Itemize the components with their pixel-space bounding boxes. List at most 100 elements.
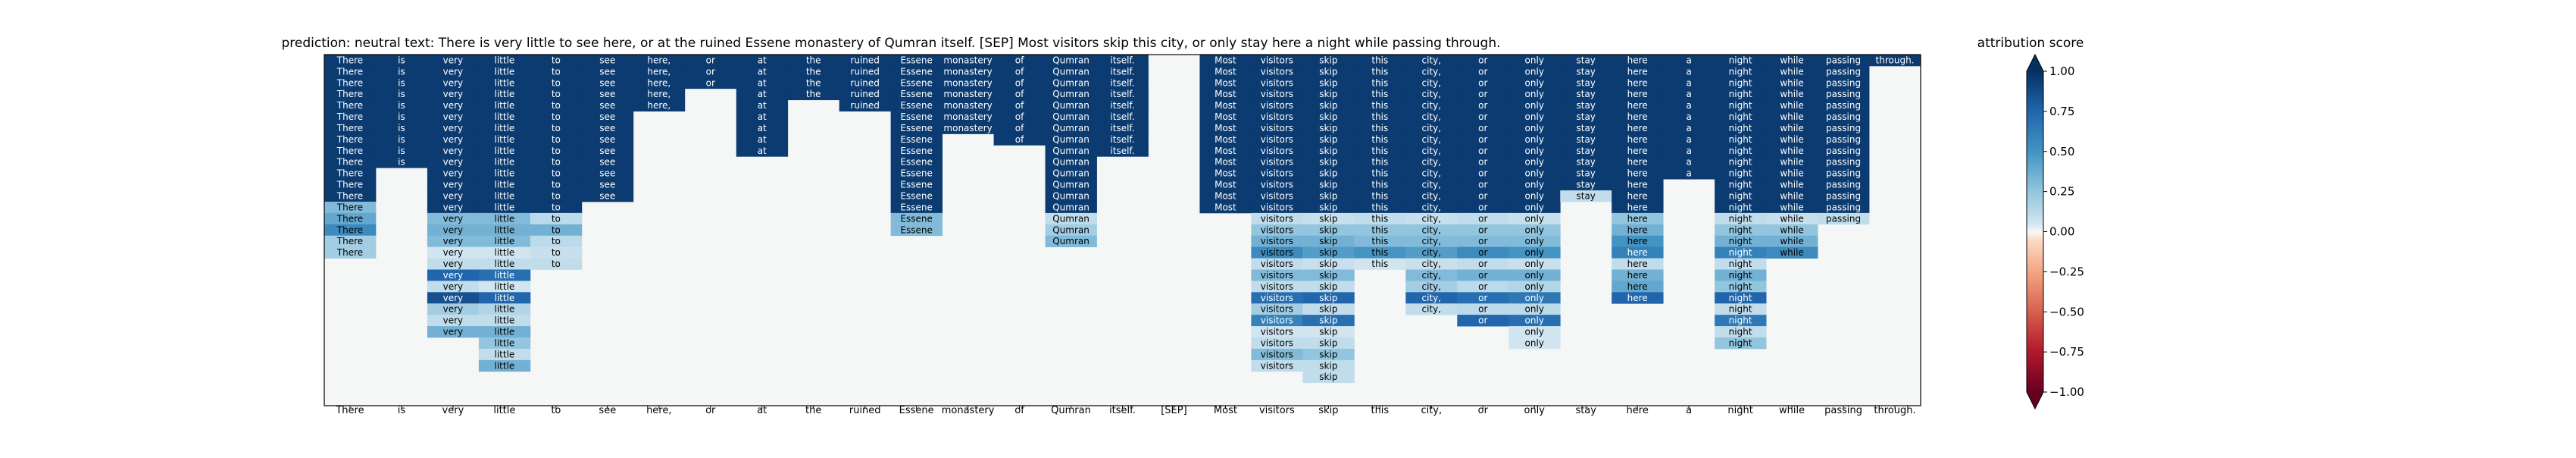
cell-token-label: or — [1478, 270, 1487, 281]
cell-token-label: very — [443, 281, 464, 292]
heatmap-cell — [375, 133, 428, 146]
heatmap-cell — [1096, 65, 1149, 78]
cell-token-label: only — [1525, 146, 1544, 156]
cell-token-label: to — [552, 247, 561, 258]
heatmap-cell — [1560, 190, 1612, 202]
cell-token-label: very — [443, 77, 464, 88]
heatmap-cell — [427, 303, 480, 315]
cell-token-label: very — [443, 213, 464, 224]
cell-token-label: little — [494, 123, 514, 133]
cell-token-label: a — [1686, 134, 1691, 145]
cell-token-label: little — [494, 236, 514, 246]
cell-token-label: while — [1780, 224, 1803, 235]
cell-token-label: here — [1627, 180, 1648, 190]
heatmap-cell — [1612, 246, 1664, 259]
cell-token-label: visitors — [1261, 281, 1293, 292]
cell-token-label: to — [552, 213, 561, 224]
cell-token-label: Most — [1215, 100, 1236, 111]
heatmap-cell — [890, 77, 943, 89]
heatmap-cell — [942, 65, 994, 78]
cell-token-label: is — [398, 55, 405, 65]
heatmap-cell — [1045, 77, 1097, 89]
cell-token-label: city, — [1422, 259, 1442, 269]
cell-token-label: is — [398, 77, 405, 88]
cell-token-label: here, — [647, 66, 671, 77]
cell-token-label: of — [1015, 123, 1024, 133]
cell-token-label: visitors — [1261, 349, 1293, 359]
heatmap-cell — [1405, 303, 1458, 315]
cell-token-label: There — [336, 202, 363, 212]
cell-token-label: stay — [1576, 134, 1595, 145]
heatmap-cell — [581, 111, 634, 123]
cell-token-label: passing — [1826, 168, 1861, 179]
heatmap-cell — [530, 77, 583, 89]
heatmap-cell — [1663, 111, 1715, 123]
cell-token-label: at — [758, 89, 767, 99]
heatmap-cell — [324, 190, 377, 202]
cell-token-label: little — [494, 180, 514, 190]
cell-token-label: visitors — [1261, 202, 1293, 212]
heatmap-cell — [324, 224, 377, 237]
heatmap-cell — [427, 156, 480, 168]
cell-token-label: Qumran — [1052, 191, 1089, 202]
cell-token-label: little — [494, 202, 514, 212]
cell-token-label: only — [1525, 224, 1544, 235]
heatmap-cell — [839, 55, 892, 67]
colorbar-tick-label: 0.50 — [2049, 145, 2074, 158]
heatmap-cell — [1457, 224, 1509, 237]
heatmap-cell — [1302, 212, 1355, 225]
heatmap-cell — [1096, 77, 1149, 89]
cell-token-label: a — [1686, 100, 1691, 111]
cell-token-label: or — [1478, 191, 1487, 202]
cell-token-label: Qumran — [1052, 89, 1089, 99]
cell-token-label: Essene — [900, 146, 932, 156]
cell-token-label: little — [494, 134, 514, 145]
cell-token-label: very — [443, 259, 464, 269]
cell-token-label: or — [706, 55, 715, 65]
cell-token-label: visitors — [1261, 293, 1293, 303]
heatmap-cell — [478, 133, 531, 146]
cell-token-label: here — [1627, 191, 1648, 202]
cell-token-label: or — [1478, 213, 1487, 224]
heatmap-cell — [530, 88, 583, 101]
heatmap-cell — [478, 65, 531, 78]
cell-token-label: here — [1627, 270, 1648, 281]
heatmap-cell — [478, 99, 531, 111]
cell-token-label: city, — [1422, 191, 1442, 202]
cell-token-label: night — [1729, 202, 1752, 212]
cell-token-label: this — [1371, 55, 1388, 65]
cell-token-label: visitors — [1261, 191, 1293, 202]
heatmap-cell — [478, 326, 531, 338]
cell-token-label: visitors — [1261, 213, 1293, 224]
heatmap-cell — [581, 65, 634, 78]
cell-token-label: a — [1686, 55, 1691, 65]
cell-token-label: little — [494, 191, 514, 202]
cell-token-label: very — [443, 123, 464, 133]
heatmap-cell — [1612, 111, 1664, 123]
heatmap-cell — [478, 258, 531, 270]
cell-token-label: very — [443, 157, 464, 168]
cell-token-label: little — [494, 349, 514, 359]
cell-token-label: passing — [1826, 77, 1861, 88]
cell-token-label: at — [758, 146, 767, 156]
heatmap-cell — [581, 156, 634, 168]
cell-token-label: visitors — [1261, 224, 1293, 235]
cell-token-label: to — [552, 168, 561, 179]
heatmap-cell — [1508, 303, 1561, 315]
cell-token-label: little — [494, 270, 514, 281]
heatmap-cell — [1715, 201, 1767, 214]
heatmap-cell — [581, 168, 634, 180]
heatmap-cell — [1715, 156, 1767, 168]
cell-token-label: stay — [1576, 77, 1595, 88]
heatmap-cell — [1354, 88, 1406, 101]
cell-token-label: Most — [1215, 168, 1236, 179]
cell-token-label: of — [1015, 55, 1024, 65]
cell-token-label: Qumran — [1052, 146, 1089, 156]
cell-token-label: see — [599, 77, 615, 88]
cell-token-label: night — [1729, 77, 1752, 88]
heatmap-cell — [1045, 235, 1097, 248]
heatmap-cell — [1302, 77, 1355, 89]
cell-token-label: visitors — [1261, 146, 1293, 156]
heatmap-cell — [1560, 133, 1612, 146]
cell-token-label: or — [1478, 134, 1487, 145]
